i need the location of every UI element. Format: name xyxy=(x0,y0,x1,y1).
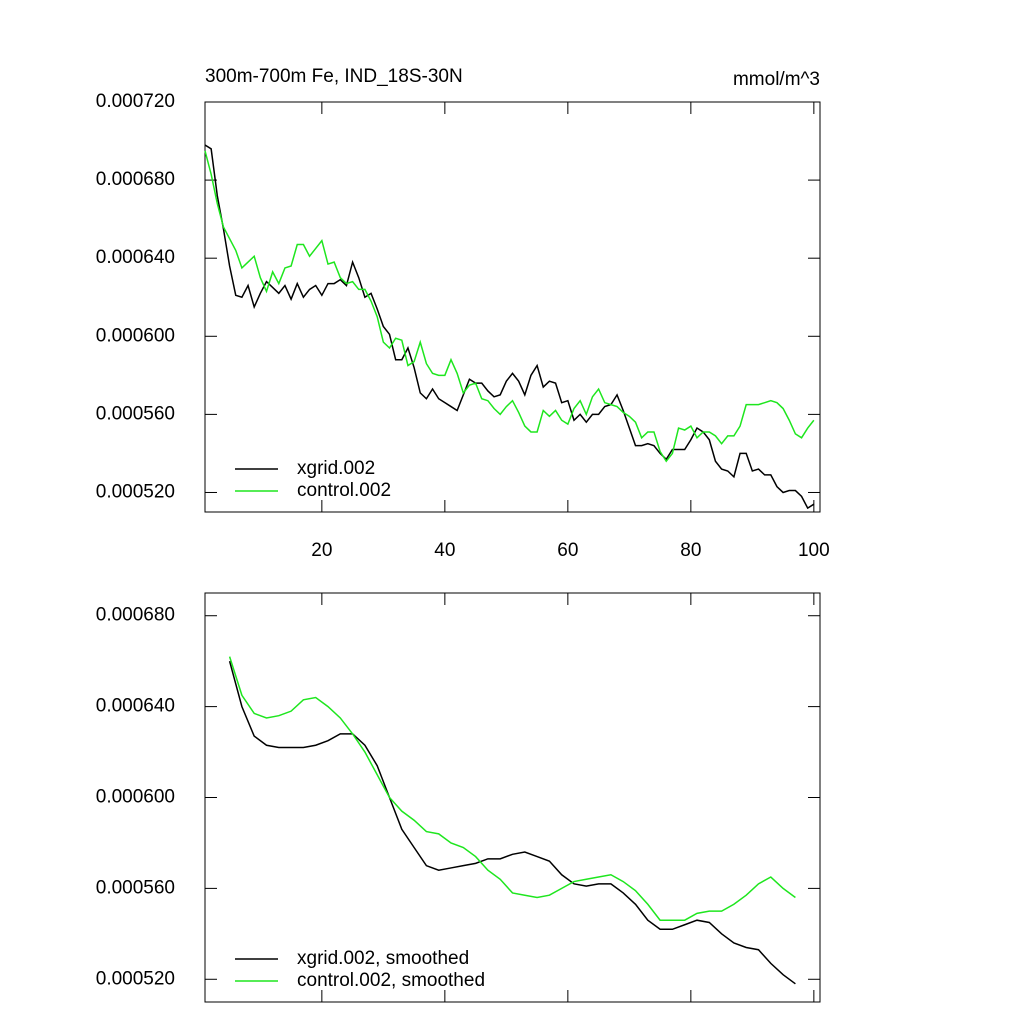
y-tick-label: 0.000640 xyxy=(96,696,175,717)
y-tick-label: 0.000520 xyxy=(96,968,175,989)
data-line xyxy=(204,150,815,463)
plot-frame xyxy=(204,592,821,1003)
y-tick-label: 0.000560 xyxy=(96,877,175,898)
x-tick-label: 80 xyxy=(680,540,701,561)
legend-label: xgrid.002 xyxy=(297,458,375,479)
legend-label: control.002 xyxy=(297,480,391,501)
legend-label: control.002, smoothed xyxy=(297,970,485,991)
y-tick-label: 0.000720 xyxy=(96,91,175,112)
x-tick-label: 20 xyxy=(311,540,332,561)
y-tick-label: 0.000600 xyxy=(96,787,175,808)
y-tick-label: 0.000680 xyxy=(96,169,175,190)
data-line xyxy=(228,660,796,985)
data-line xyxy=(228,656,796,921)
y-tick-label: 0.000680 xyxy=(96,605,175,626)
x-tick-label: 100 xyxy=(798,540,830,561)
data-line xyxy=(204,144,815,510)
legend-label: xgrid.002, smoothed xyxy=(297,948,469,969)
plot-frame xyxy=(204,101,821,513)
units-label: mmol/m^3 xyxy=(733,69,820,90)
y-tick-label: 0.000520 xyxy=(96,481,175,502)
y-tick-label: 0.000600 xyxy=(96,325,175,346)
y-tick-label: 0.000640 xyxy=(96,247,175,268)
y-tick-label: 0.000560 xyxy=(96,403,175,424)
x-tick-label: 40 xyxy=(434,540,455,561)
chart-title: 300m-700m Fe, IND_18S-30N xyxy=(205,66,463,87)
x-tick-label: 60 xyxy=(557,540,578,561)
